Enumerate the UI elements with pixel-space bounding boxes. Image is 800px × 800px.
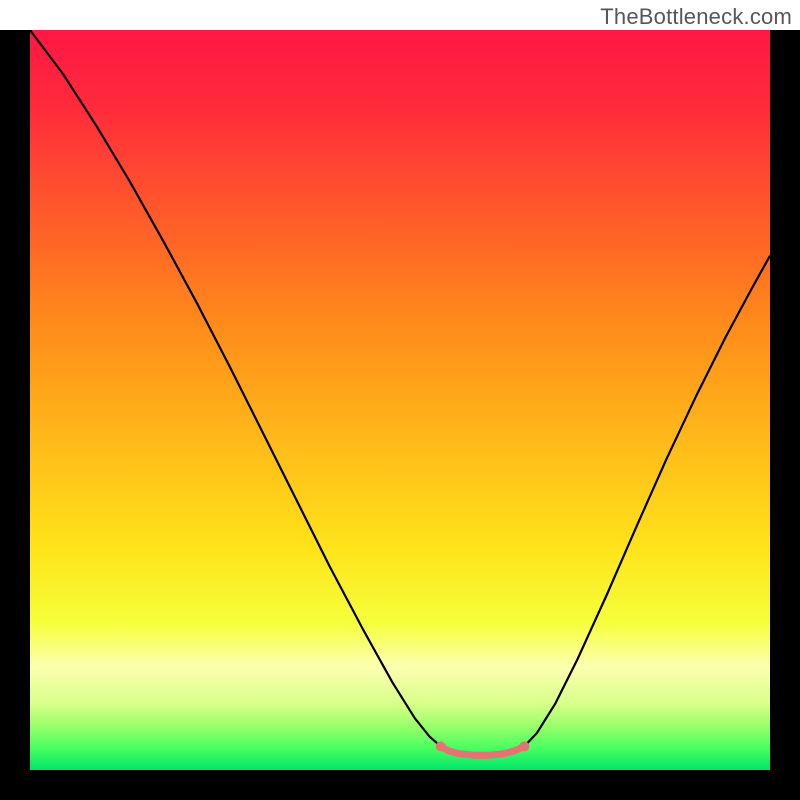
watermark-text: TheBottleneck.com (600, 4, 792, 30)
frame-border-bottom (0, 770, 800, 800)
plot-area (30, 30, 770, 770)
frame-border-right (770, 30, 800, 800)
optimal-range-end-dot (519, 741, 529, 751)
bottleneck-curve-chart (30, 30, 770, 770)
optimal-range-start-dot (436, 741, 446, 751)
gradient-background (30, 30, 770, 770)
chart-frame: TheBottleneck.com (0, 0, 800, 800)
frame-border-left (0, 30, 30, 800)
